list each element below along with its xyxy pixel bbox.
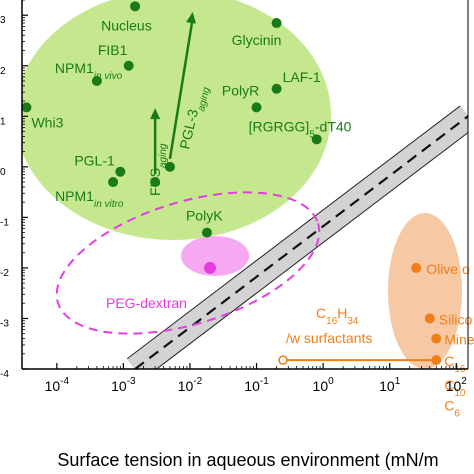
oil-point-0 — [411, 262, 422, 273]
peg-region — [181, 236, 249, 276]
x-tick-label-4: 100 — [313, 376, 335, 394]
biological-point-4 — [22, 102, 32, 113]
y-tick-label-7: -4 — [0, 369, 9, 380]
biological-point-11 — [164, 161, 175, 172]
x-tick-label-1: 10-3 — [111, 376, 136, 394]
biological-point-8 — [115, 166, 126, 177]
x-tick-label-6: 102 — [446, 376, 468, 394]
oil-point-4 — [431, 379, 441, 389]
oil-point-2 — [431, 333, 442, 344]
biological-point-6 — [271, 83, 282, 94]
surfactant-point — [278, 355, 288, 365]
plot-area: C16H34/w surfactants — [22, 0, 468, 409]
oil-point-5 — [431, 399, 441, 409]
biological-label-12: PolyK — [186, 208, 223, 224]
biological-label-1: Glycinin — [232, 32, 282, 48]
biological-point-3 — [91, 75, 102, 86]
oil-point-3 — [431, 355, 442, 366]
x-tick-label-0: 10-4 — [45, 376, 70, 394]
x-tick-label-5: 101 — [379, 376, 401, 394]
oil-label-5: C6 — [444, 397, 460, 419]
y-tick-label-5: -2 — [0, 268, 9, 279]
oil-label-2: Mine — [444, 332, 474, 348]
biological-point-7 — [311, 134, 322, 145]
biological-point-10 — [150, 177, 161, 188]
oil-label-0: Olive o — [426, 261, 470, 277]
peg-phase-boundary — [55, 191, 321, 335]
boundary-line — [134, 115, 468, 369]
oil-region — [388, 213, 462, 369]
aging-arrowhead-0 — [150, 108, 161, 120]
biological-label-7: [RGRGG]5-dT40 — [249, 118, 352, 140]
oil-label-1: Silico — [439, 311, 473, 327]
biological-label-0: Nucleus — [101, 17, 152, 33]
biological-point-9 — [108, 177, 119, 188]
y-tick-label-4: -1 — [0, 217, 9, 228]
aging-arrow-label-fus: FUSaging — [147, 143, 169, 196]
biological-point-5 — [251, 102, 262, 113]
y-tick-label-0: 3 — [0, 15, 6, 26]
y-tick-label-2: 1 — [0, 116, 6, 127]
biological-point-1 — [271, 18, 282, 29]
biological-label-6: LAF-1 — [283, 69, 321, 85]
surfactant-label: C16H34 — [316, 305, 359, 327]
y-tick-label-1: 2 — [0, 66, 6, 77]
biological-point-0 — [130, 1, 141, 12]
x-axis-label: Surface tension in aqueous environment (… — [57, 450, 438, 470]
y-tick-label-3: 0 — [0, 167, 6, 178]
aging-arrow-1 — [168, 17, 194, 160]
y-tick-label-6: -3 — [0, 318, 9, 329]
biological-label-9: NPM1in vitro — [55, 188, 124, 210]
biological-label-4: Whi3 — [31, 114, 63, 130]
peg-label-0: PEG-dextran — [106, 295, 187, 311]
x-tick-label-3: 10-1 — [244, 376, 269, 394]
peg-point-0 — [204, 261, 217, 274]
biological-point-12 — [201, 227, 212, 238]
biological-label-8: PGL-1 — [74, 153, 115, 169]
x-tick-label-2: 10-2 — [178, 376, 203, 394]
surfactant-label-2: /w surfactants — [286, 330, 372, 346]
oil-point-1 — [424, 313, 435, 324]
aging-arrowhead-1 — [186, 12, 196, 24]
biological-point-2 — [123, 60, 134, 71]
biological-label-3: NPM1in vivo — [55, 60, 123, 82]
biological-label-5: PolyR — [222, 82, 259, 98]
oil-label-4: C10 — [444, 377, 466, 399]
oil-label-3: C16 — [444, 353, 466, 375]
biological-label-2: FIB1 — [98, 42, 128, 58]
